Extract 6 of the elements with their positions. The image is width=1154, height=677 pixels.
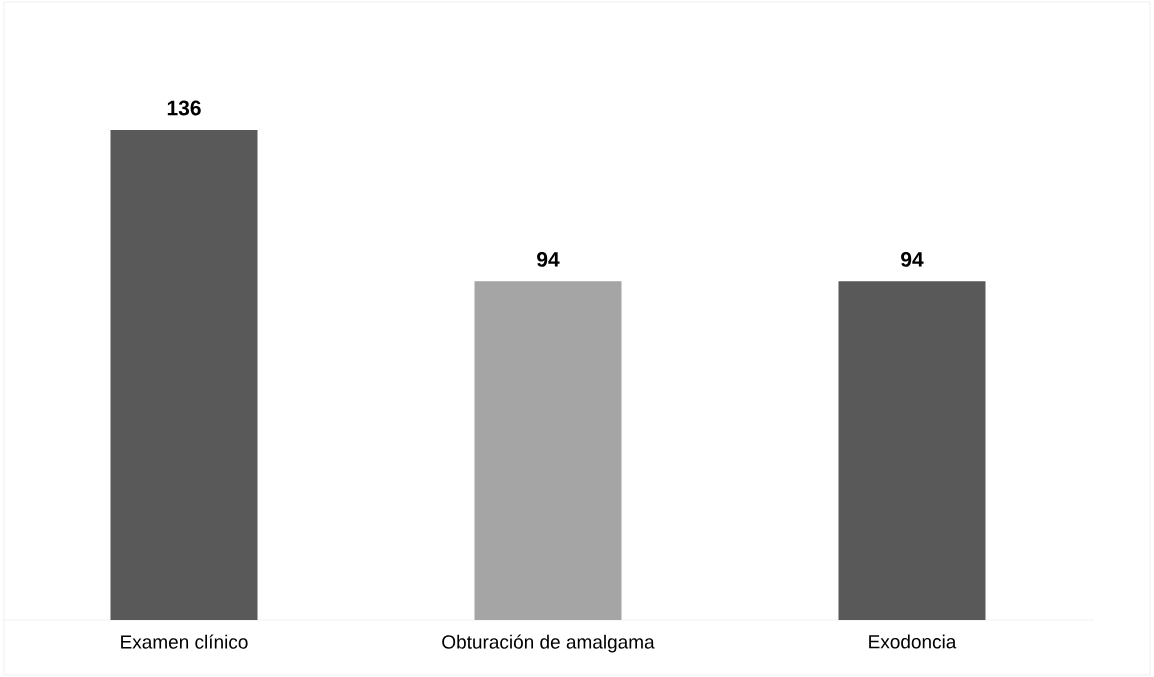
x-tick-label: Exodoncia: [869, 634, 957, 649]
data-label: 94: [537, 251, 560, 267]
data-label: 136: [167, 100, 201, 116]
x-tick-label: Examen clínico: [121, 634, 248, 649]
x-tick-label: Obturación de amalgama: [442, 634, 655, 653]
data-label: 94: [901, 251, 924, 267]
